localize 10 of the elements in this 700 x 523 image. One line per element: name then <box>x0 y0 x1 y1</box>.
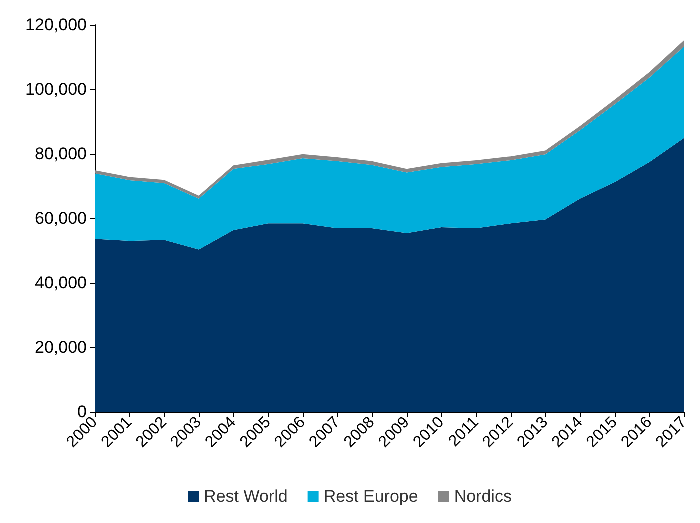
y-tick-label: 100,000 <box>26 80 87 99</box>
legend-label: Rest World <box>204 487 288 506</box>
y-tick-label: 60,000 <box>35 209 87 228</box>
legend-label: Nordics <box>454 487 512 506</box>
y-tick-label: 20,000 <box>35 338 87 357</box>
y-tick-label: 80,000 <box>35 144 87 164</box>
y-tick-label: 0 <box>78 402 87 422</box>
y-tick-label: 120,000 <box>26 16 87 34</box>
y-tick-label: 40,000 <box>35 274 87 292</box>
legend-label: Rest Europe <box>324 487 418 506</box>
